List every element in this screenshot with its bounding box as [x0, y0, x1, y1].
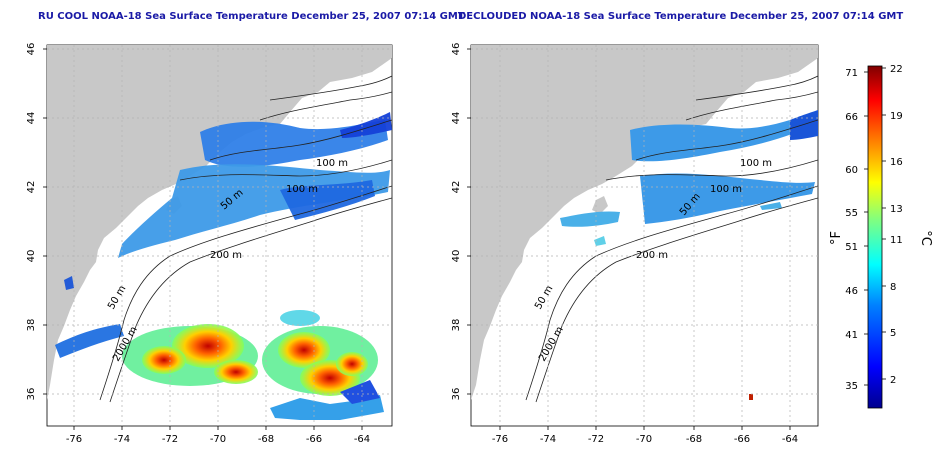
lon-tick-label: -76 — [66, 434, 82, 445]
lat-tick-label: 44 — [26, 112, 37, 125]
colorbar-c-tick: 11 — [890, 235, 903, 246]
lon-tick-label: -66 — [306, 434, 322, 445]
sst-cool-patches — [55, 112, 392, 420]
colorbar-c-tick: 5 — [890, 328, 896, 339]
colorbar: 71 66 60 55 51 46 41 35 22 19 16 13 11 8… — [829, 64, 933, 409]
bathymetry-contours — [525, 75, 818, 403]
lat-tick-label: 38 — [451, 319, 462, 332]
colorbar-f-tick: 55 — [845, 208, 858, 219]
map-title-right: DECLOUDED NOAA-18 Sea Surface Temperatur… — [458, 11, 904, 22]
lon-tick-label: -72 — [588, 434, 604, 445]
lon-tick-label: -70 — [636, 434, 652, 445]
colorbar-f-tick: 35 — [845, 381, 858, 392]
colorbar-c-tick: 2 — [890, 375, 896, 386]
map-title-left: RU COOL NOAA-18 Sea Surface Temperature … — [38, 11, 465, 22]
tick-marks — [467, 48, 791, 430]
land-mass — [47, 45, 392, 400]
lon-tick-label: -68 — [686, 434, 702, 445]
bathy-label: 100 m — [710, 184, 742, 195]
colorbar-f-tick: 71 — [845, 68, 858, 79]
colorbar-c-tick: 16 — [890, 157, 903, 168]
lat-tick-label: 36 — [451, 388, 462, 401]
lat-tick-label: 46 — [26, 43, 37, 56]
colorbar-c-tick: 13 — [890, 204, 903, 215]
bathy-label: 100 m — [740, 158, 772, 169]
lat-tick-label: 38 — [26, 319, 37, 332]
colorbar-f-tick: 46 — [845, 286, 858, 297]
map-panel-right: 100 m 100 m 50 m 200 m 50 m 2000 m -76 -… — [451, 43, 819, 445]
lon-tick-label: -76 — [492, 434, 508, 445]
sst-warm-patches — [122, 310, 380, 404]
lon-tick-label: -70 — [210, 434, 226, 445]
colorbar-celsius-label: °C — [918, 230, 933, 246]
lat-tick-label: 42 — [26, 181, 37, 194]
bathy-label: 200 m — [636, 250, 668, 261]
colorbar-c-tick: 8 — [890, 282, 896, 293]
map-panel-left: 100 m 100 m 50 m 200 m 50 m 2000 m -76 -… — [26, 43, 393, 445]
lat-tick-label: 40 — [26, 250, 37, 263]
colorbar-f-tick: 60 — [845, 165, 858, 176]
lon-tick-label: -64 — [782, 434, 798, 445]
colorbar-f-tick: 41 — [845, 330, 858, 341]
sst-warm-pixel — [749, 394, 753, 400]
colorbar-gradient — [867, 65, 883, 409]
lon-tick-label: -68 — [258, 434, 274, 445]
grid-lines — [471, 45, 818, 426]
lat-tick-label: 46 — [451, 43, 462, 56]
lon-tick-label: -74 — [114, 434, 130, 445]
lat-tick-label: 36 — [26, 388, 37, 401]
bathy-label: 100 m — [316, 158, 348, 169]
tick-marks — [43, 48, 363, 430]
lon-tick-label: -72 — [162, 434, 178, 445]
land-mass — [471, 45, 818, 400]
lon-tick-label: -74 — [540, 434, 556, 445]
colorbar-f-tick: 51 — [845, 242, 858, 253]
lon-tick-label: -64 — [354, 434, 370, 445]
colorbar-fahrenheit-label: °F — [829, 231, 844, 245]
lat-tick-label: 42 — [451, 181, 462, 194]
lat-tick-label: 44 — [451, 112, 462, 125]
bathy-label: 200 m — [210, 250, 242, 261]
colorbar-f-tick: 66 — [845, 112, 858, 123]
grid-lines — [47, 45, 392, 426]
sst-cool-patches — [560, 110, 818, 246]
colorbar-c-tick: 19 — [890, 111, 903, 122]
bathy-label: 100 m — [286, 184, 318, 195]
lat-tick-label: 40 — [451, 250, 462, 263]
colorbar-c-tick: 22 — [890, 64, 903, 75]
lon-tick-label: -66 — [734, 434, 750, 445]
